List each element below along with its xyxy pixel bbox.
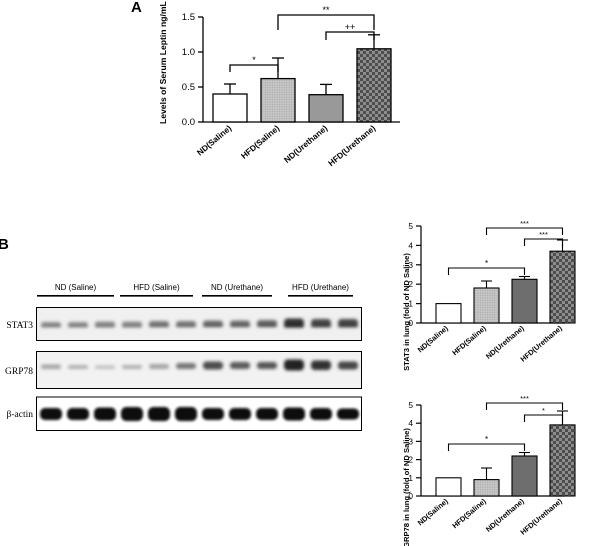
svg-text:***: *** — [520, 394, 529, 403]
svg-text:++: ++ — [345, 22, 356, 32]
svg-text:GRP78 in lung (fold of ND Sali: GRP78 in lung (fold of ND Saline) — [402, 428, 411, 546]
svg-text:β-actin: β-actin — [7, 410, 34, 420]
svg-text:0.0: 0.0 — [182, 117, 195, 128]
svg-text:1.0: 1.0 — [182, 47, 195, 58]
svg-text:Levels of Serum Leptin ng/mL: Levels of Serum Leptin ng/mL — [158, 1, 168, 124]
svg-text:ND (Urethane): ND (Urethane) — [211, 283, 263, 292]
svg-text:5: 5 — [408, 400, 413, 410]
svg-text:***: *** — [520, 219, 529, 228]
svg-text:ND (Saline): ND (Saline) — [55, 283, 97, 292]
svg-text:4: 4 — [408, 240, 413, 250]
svg-text:HFD (Saline): HFD (Saline) — [133, 283, 180, 292]
svg-text:STAT3 in lung (fold of ND Sali: STAT3 in lung (fold of ND Saline) — [402, 253, 411, 371]
svg-text:HFD (Urethane): HFD (Urethane) — [292, 283, 349, 292]
svg-text:1.5: 1.5 — [182, 12, 195, 23]
svg-text:4: 4 — [408, 418, 413, 428]
svg-text:ND(Urethane): ND(Urethane) — [282, 123, 330, 165]
svg-text:5: 5 — [408, 221, 413, 231]
svg-text:***: *** — [539, 230, 548, 239]
svg-text:HFD(Urethane): HFD(Urethane) — [519, 496, 565, 536]
svg-text:0.5: 0.5 — [182, 82, 195, 93]
svg-text:ND(Saline): ND(Saline) — [416, 496, 450, 527]
svg-text:*: * — [485, 259, 488, 268]
svg-text:HFD(Saline): HFD(Saline) — [239, 123, 282, 161]
svg-text:ND(Saline): ND(Saline) — [195, 123, 234, 158]
svg-text:ND(Saline): ND(Saline) — [416, 323, 450, 354]
svg-text:HFD(Saline): HFD(Saline) — [450, 496, 488, 530]
svg-text:STAT3: STAT3 — [6, 321, 33, 331]
svg-text:HFD(Urethane): HFD(Urethane) — [519, 323, 565, 363]
svg-text:HFD(Urethane): HFD(Urethane) — [326, 123, 377, 168]
svg-text:*: * — [542, 406, 545, 415]
svg-text:GRP78: GRP78 — [5, 367, 33, 377]
svg-text:*: * — [252, 55, 256, 65]
svg-text:HFD(Saline): HFD(Saline) — [450, 323, 488, 357]
svg-text:**: ** — [322, 5, 330, 15]
svg-text:*: * — [485, 435, 488, 444]
